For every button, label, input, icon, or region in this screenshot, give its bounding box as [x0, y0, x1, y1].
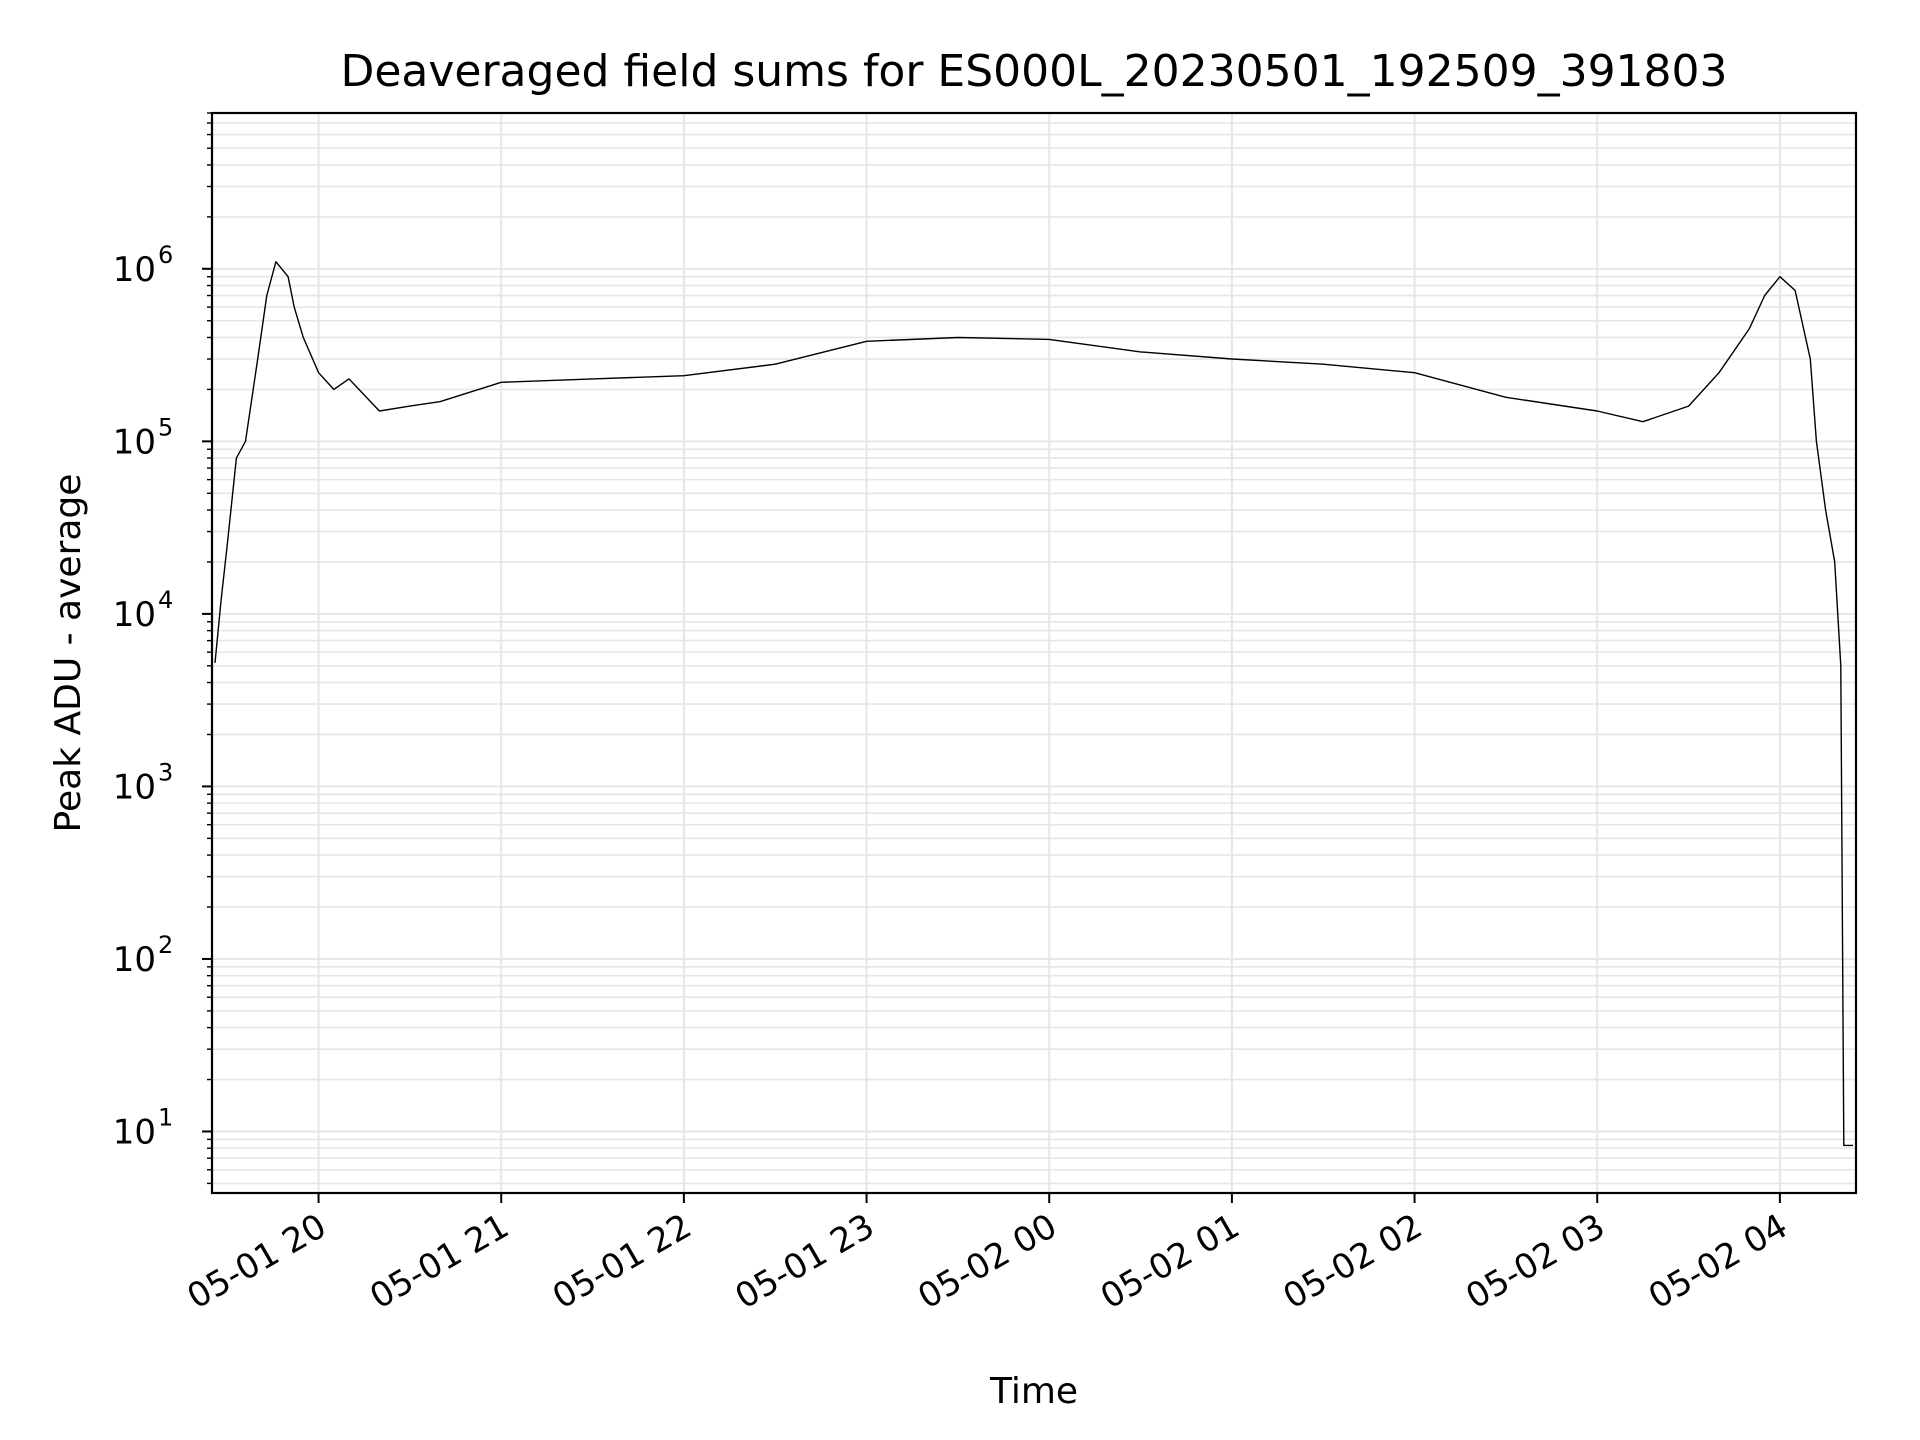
- plot-frame: [210, 111, 1858, 1195]
- y-tick-label: 10: [113, 595, 156, 635]
- y-tick-label: 10: [113, 422, 156, 462]
- y-tick-label: 10: [113, 940, 156, 980]
- y-tick-exponent: 6: [158, 241, 173, 269]
- data-series: [214, 261, 1853, 1147]
- y-tick-exponent: 4: [158, 586, 173, 614]
- y-tick-exponent: 1: [158, 1103, 173, 1131]
- y-tick-label: 10: [113, 1112, 156, 1152]
- chart-title: Deaveraged field sums for ES000L_2023050…: [340, 46, 1727, 97]
- x-axis-label: Time: [989, 1371, 1078, 1412]
- series-line: [214, 261, 1853, 1147]
- y-tick-exponent: 3: [158, 758, 173, 786]
- y-tick-label: 10: [113, 767, 156, 807]
- y-axis-label: Peak ADU - average: [48, 474, 89, 833]
- y-tick-exponent: 2: [158, 931, 173, 959]
- y-tick-label: 10: [113, 250, 156, 290]
- y-tick-exponent: 5: [158, 413, 173, 441]
